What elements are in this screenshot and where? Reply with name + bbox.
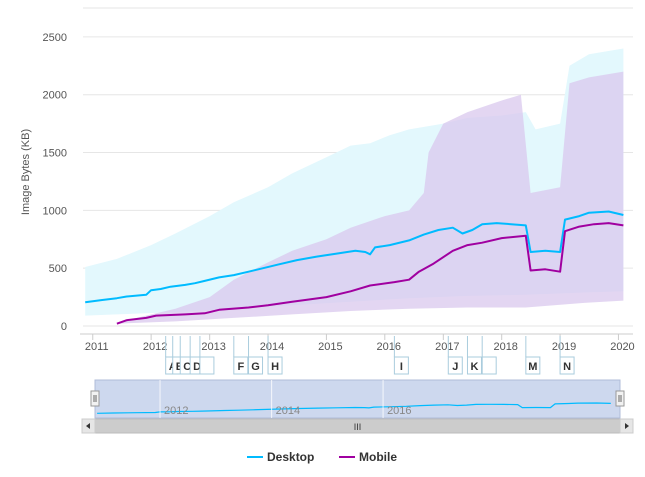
- annotation-flags: ABCDFGHIJKMN: [165, 336, 575, 375]
- navigator-label-2016: 2016: [387, 405, 411, 417]
- flag-N[interactable]: N: [559, 336, 575, 375]
- flag-label: G: [251, 361, 260, 373]
- y-tick-label-4: 2000: [43, 90, 67, 102]
- navigator-label-2012: 2012: [164, 405, 188, 417]
- band-mobile: [116, 71, 624, 324]
- x-tick-label-2013: 2013: [201, 341, 225, 353]
- flag-unlabeled-4[interactable]: [199, 336, 215, 375]
- navigator-line: [97, 402, 611, 414]
- line-mobile: [116, 222, 624, 325]
- scrollbar-grip[interactable]: III: [354, 422, 362, 432]
- scroll-right-arrow[interactable]: [619, 418, 634, 434]
- navigator-scrollbar[interactable]: III: [81, 418, 634, 434]
- y-tick-label-0: 0: [61, 321, 67, 333]
- flag-label: D: [193, 361, 201, 373]
- flag-unlabeled-11[interactable]: [481, 336, 497, 375]
- legend-item-desktop[interactable]: Desktop: [247, 450, 314, 464]
- flag-label: I: [400, 361, 403, 373]
- navigator[interactable]: 2012 2014 2016 III: [81, 379, 634, 434]
- y-tick-label-5: 2500: [43, 32, 67, 44]
- x-tick-label-2019: 2019: [552, 341, 576, 353]
- navigator-label-2014: 2014: [276, 405, 300, 417]
- flag-H[interactable]: H: [267, 336, 283, 375]
- flag-label: H: [271, 361, 279, 373]
- legend-label: Desktop: [267, 450, 314, 464]
- x-tick-label-2017: 2017: [435, 341, 459, 353]
- flag-K[interactable]: K: [466, 336, 482, 375]
- navigator-handle-right[interactable]: [615, 390, 625, 407]
- legend-item-mobile[interactable]: Mobile: [339, 450, 397, 464]
- flag-G[interactable]: G: [248, 336, 264, 375]
- flag-I[interactable]: I: [393, 336, 409, 375]
- series-lines: [85, 210, 624, 325]
- flag-label: J: [452, 361, 458, 373]
- x-tick-label-2012: 2012: [143, 341, 167, 353]
- flag-label: C: [183, 361, 191, 373]
- flag-label: N: [563, 361, 571, 373]
- x-tick-label-2020: 2020: [610, 341, 634, 353]
- y-tick-label-1: 500: [49, 263, 67, 275]
- legend: Desktop Mobile: [247, 450, 397, 464]
- flag-label: K: [470, 361, 478, 373]
- range-bands: [85, 48, 624, 324]
- y-tick-label-3: 1500: [43, 148, 67, 160]
- flag-J[interactable]: J: [447, 336, 463, 375]
- flag-label: M: [528, 361, 537, 373]
- x-tick-label-2015: 2015: [318, 341, 342, 353]
- flag-M[interactable]: M: [525, 336, 541, 375]
- x-tick-label-2016: 2016: [377, 341, 401, 353]
- axes: 2011 2012 2013 2014 2015 2016 2017 2018 2019 2020: [80, 333, 635, 353]
- line-desktop: [85, 210, 624, 304]
- x-tick-label-2011: 2011: [85, 341, 109, 353]
- flag-label: F: [237, 361, 244, 373]
- y-axis-title: Image Bytes (KB): [20, 129, 32, 215]
- flag-F[interactable]: F: [233, 336, 249, 375]
- x-tick-label-2018: 2018: [493, 341, 517, 353]
- scroll-left-arrow[interactable]: [81, 418, 96, 434]
- x-tick-label-2014: 2014: [260, 341, 284, 353]
- y-tick-label-2: 1000: [43, 205, 67, 217]
- navigator-handle-left[interactable]: [90, 390, 100, 407]
- legend-label: Mobile: [359, 450, 397, 464]
